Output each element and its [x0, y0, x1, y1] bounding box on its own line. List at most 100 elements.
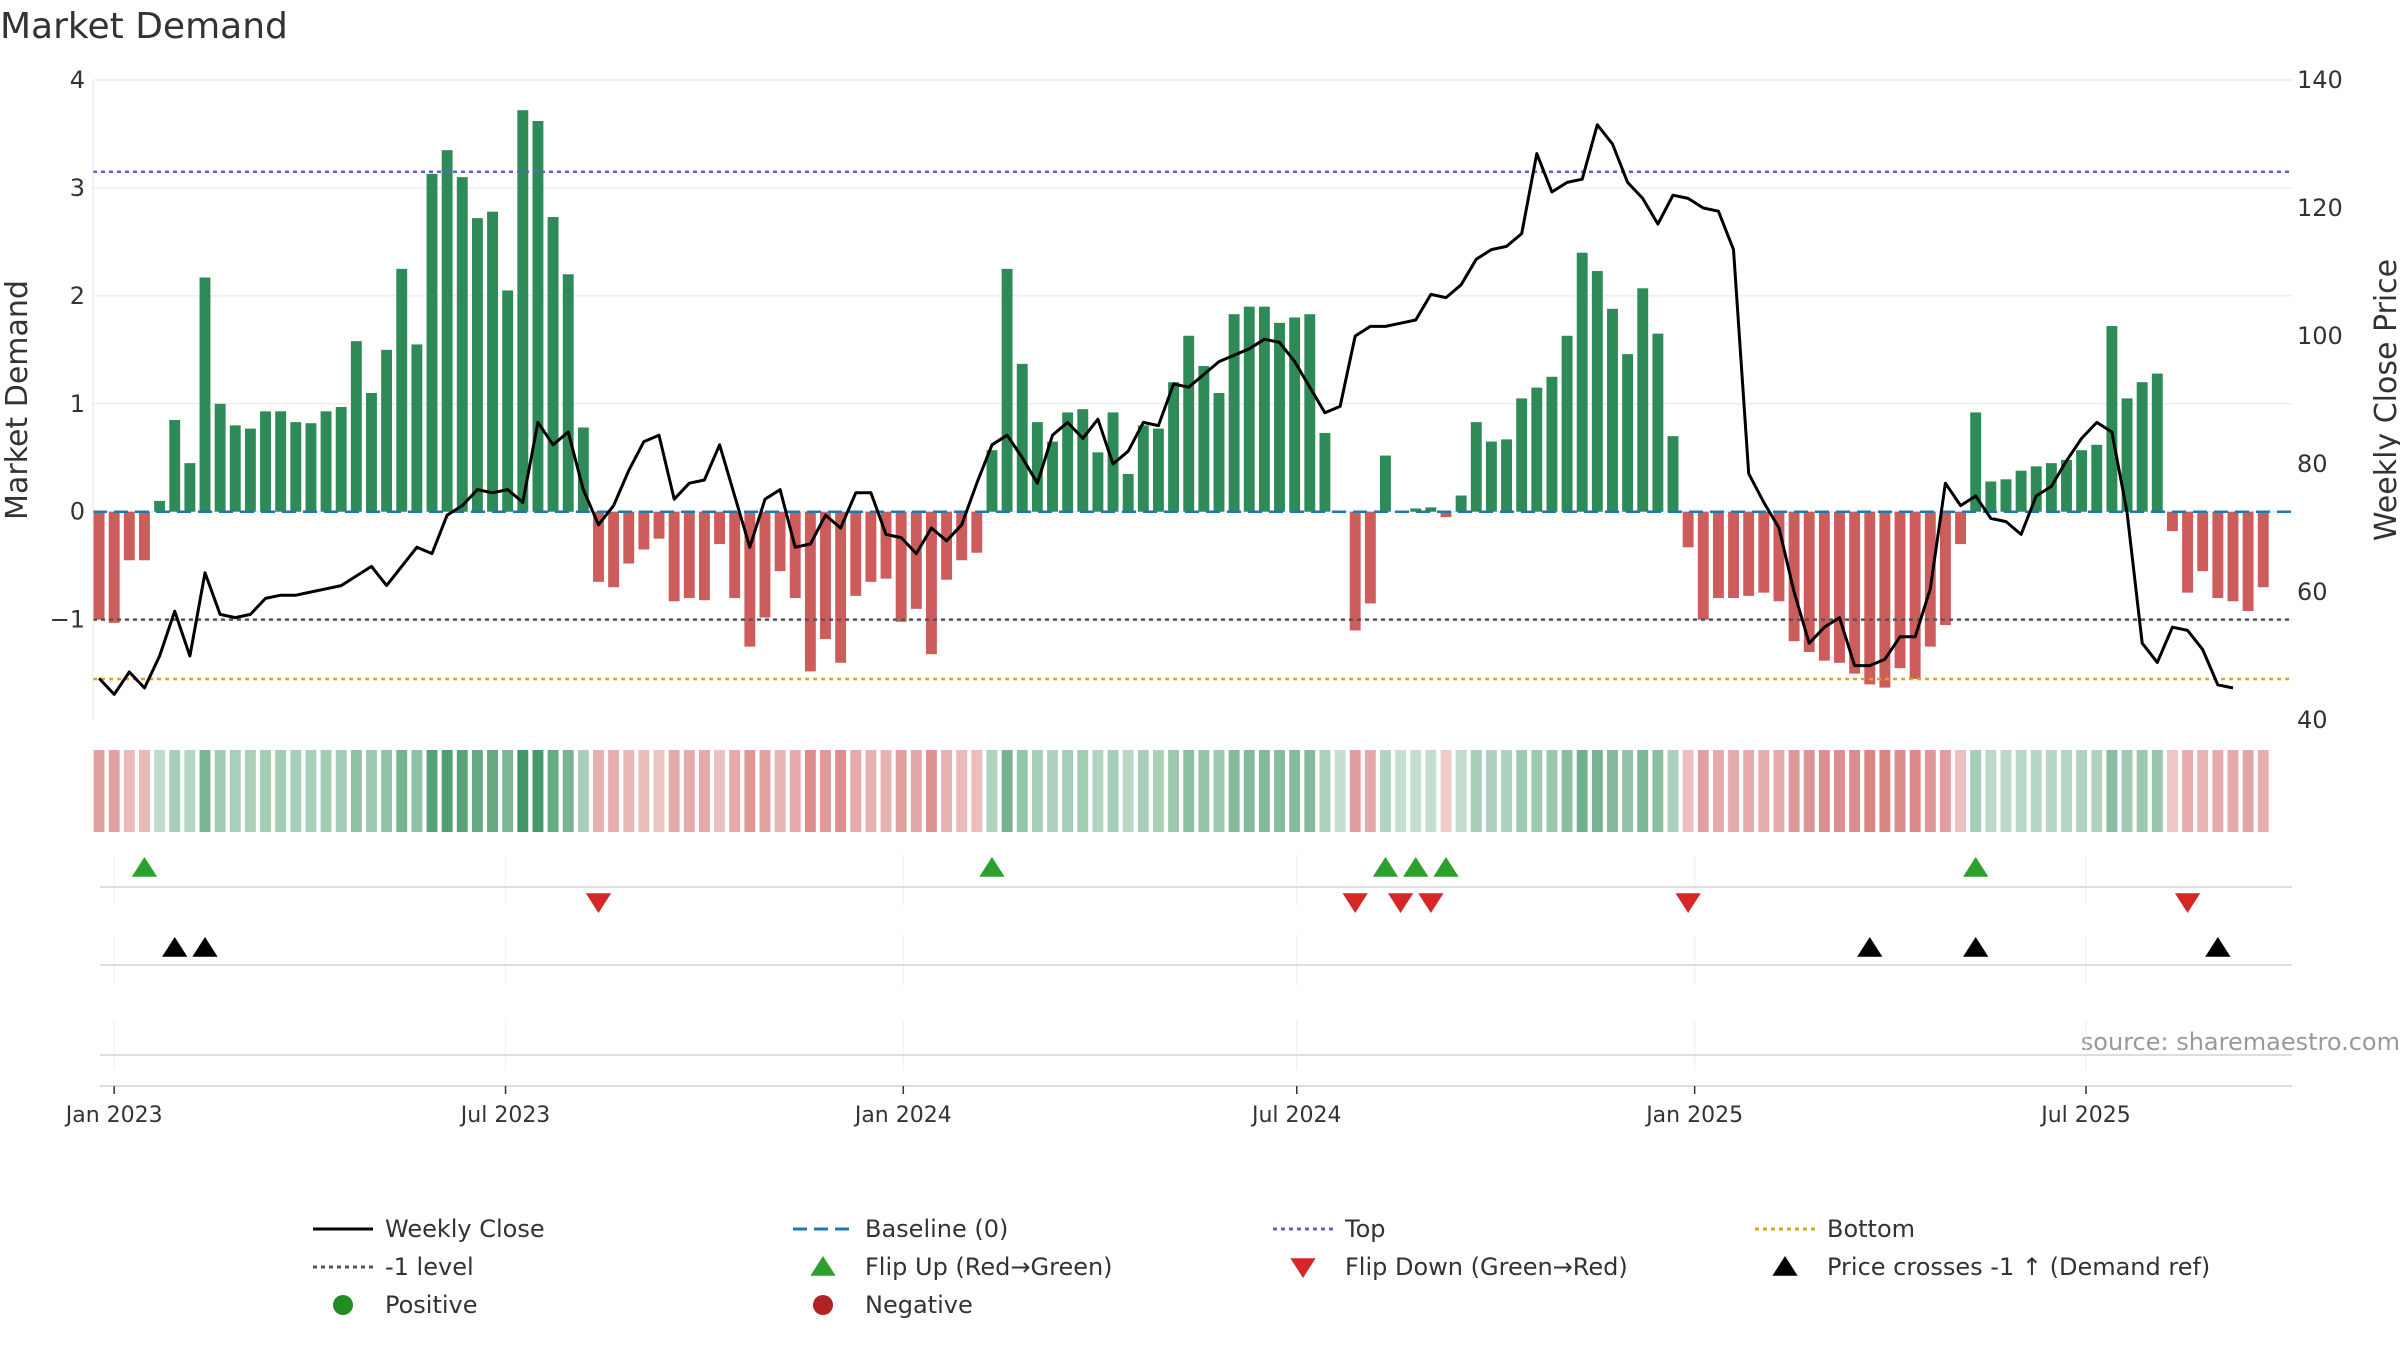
legend: Weekly Close Baseline (0) Top Bottom -1 leve…: [313, 1215, 2210, 1319]
heat-cell: [653, 750, 665, 832]
heat-cell: [93, 750, 105, 832]
demand-bar: [2242, 511, 2254, 611]
demand-bar: [623, 511, 635, 564]
demand-bar: [350, 341, 362, 512]
demand-bar: [1062, 412, 1074, 512]
demand-bars: [93, 110, 2269, 688]
heat-cell: [214, 750, 226, 832]
flip-down-marker: [1342, 893, 1368, 913]
heat-cell: [1410, 750, 1422, 832]
heat-cell: [229, 750, 241, 832]
demand-bar: [1516, 398, 1528, 512]
heat-cell: [2015, 750, 2027, 832]
demand-bar: [1955, 511, 1967, 545]
heat-cell: [1047, 750, 1058, 832]
x-tick-label: Jul 2025: [2039, 1103, 2131, 1128]
heat-cell: [1803, 750, 1815, 832]
heat-cell: [774, 750, 786, 832]
legend-label: Top: [1344, 1215, 1386, 1243]
demand-bar: [1591, 271, 1603, 512]
demand-bar: [668, 511, 680, 602]
heat-cell: [593, 750, 604, 832]
demand-bar: [971, 511, 983, 553]
demand-bar: [1576, 252, 1588, 512]
demand-bar: [1879, 511, 1891, 688]
heat-cell: [1485, 750, 1497, 832]
flip-up-marker: [979, 857, 1005, 877]
flip-up-marker: [1403, 857, 1429, 877]
demand-bar: [956, 511, 968, 561]
heat-cell: [2030, 750, 2042, 832]
y2-tick-label: 140: [2297, 66, 2343, 94]
heat-cell: [547, 750, 559, 832]
grid-layer: [93, 79, 2292, 1087]
demand-bar: [1001, 268, 1013, 512]
heat-cell: [1304, 750, 1316, 832]
demand-bar: [1939, 511, 1951, 626]
demand-bar: [471, 218, 483, 512]
demand-bar: [2015, 470, 2027, 512]
heat-cell: [2182, 750, 2194, 832]
demand-bar: [1470, 422, 1482, 512]
heat-cell: [2121, 750, 2133, 832]
heat-cell: [1667, 750, 1679, 832]
signal-markers: [131, 857, 2231, 957]
heat-cell: [1909, 750, 1921, 832]
heat-cell: [1970, 750, 1982, 832]
flip-up-marker: [1372, 857, 1399, 877]
demand-bar: [517, 110, 529, 512]
heat-cell: [2197, 750, 2209, 832]
heat-cell: [502, 750, 514, 832]
demand-bar: [835, 511, 847, 663]
heat-cell: [562, 750, 574, 832]
demand-bar: [1909, 511, 1921, 679]
heat-cell: [108, 750, 120, 832]
demand-bar: [335, 407, 347, 512]
heat-cell: [139, 750, 150, 832]
demand-bar: [1440, 511, 1452, 518]
demand-bar: [653, 511, 665, 539]
demand-bar: [593, 511, 604, 582]
heat-cell: [941, 750, 953, 832]
heat-cell: [1137, 750, 1149, 832]
demand-bar: [820, 511, 831, 640]
heat-cell: [729, 750, 741, 832]
heat-cell: [638, 750, 650, 832]
heat-cell: [1818, 750, 1830, 832]
demand-bar: [2076, 450, 2088, 512]
heat-cell: [199, 750, 211, 832]
demand-bar: [366, 392, 377, 512]
heat-cell: [1864, 750, 1876, 832]
demand-bar: [1728, 511, 1739, 599]
y-axis-title: Market Demand: [0, 280, 35, 520]
legend-label: Negative: [865, 1291, 973, 1319]
heat-cell: [1243, 750, 1255, 832]
price-cross-marker: [2205, 937, 2231, 957]
legend-label: -1 level: [385, 1253, 474, 1281]
heat-cell: [925, 750, 937, 832]
heat-cell: [260, 750, 271, 832]
demand-bar: [2197, 511, 2209, 572]
demand-bar: [1289, 317, 1301, 512]
legend-item: Price crosses -1 ↑ (Demand ref): [1772, 1253, 2210, 1281]
demand-bar: [1970, 412, 1982, 512]
demand-bar: [199, 277, 211, 512]
demand-bar: [1274, 322, 1285, 512]
demand-bar: [532, 121, 544, 512]
heat-cell: [2136, 750, 2148, 832]
y2-tick-label: 80: [2297, 450, 2328, 478]
heat-cell: [305, 750, 317, 832]
heat-cell: [804, 750, 816, 832]
legend-label: Flip Up (Red→Green): [865, 1253, 1113, 1281]
heat-cell: [1016, 750, 1028, 832]
demand-bar: [1092, 452, 1104, 512]
demand-bar: [502, 290, 514, 512]
heat-cell: [1183, 750, 1195, 832]
heat-cell: [1168, 750, 1180, 832]
demand-bar: [1773, 511, 1785, 602]
demand-bar: [895, 511, 907, 622]
heat-cell: [1939, 750, 1951, 832]
x-tick-label: Jul 2024: [1250, 1103, 1342, 1128]
demand-bar: [1485, 441, 1497, 512]
